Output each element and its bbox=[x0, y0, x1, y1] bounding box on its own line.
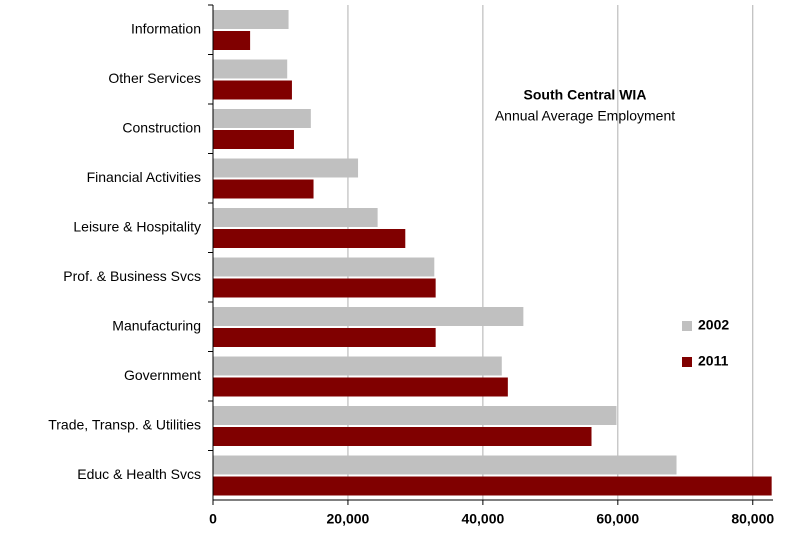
bar bbox=[213, 31, 251, 50]
y-tick-label: Prof. & Business Svcs bbox=[63, 268, 201, 284]
bar bbox=[213, 80, 292, 100]
bar bbox=[213, 10, 289, 29]
legend-label: 2011 bbox=[698, 353, 729, 369]
y-tick-label: Trade, Transp. & Utilities bbox=[48, 416, 201, 432]
bar bbox=[213, 257, 435, 277]
y-tick-label: Educ & Health Svcs bbox=[77, 466, 201, 482]
bar bbox=[213, 307, 524, 326]
bar bbox=[213, 406, 617, 425]
y-tick-label: Information bbox=[131, 20, 201, 36]
bar bbox=[213, 130, 294, 149]
annotation-title: South Central WIA bbox=[524, 87, 647, 103]
bar bbox=[213, 476, 772, 496]
x-tick-label: 40,000 bbox=[461, 511, 504, 527]
legend-label: 2002 bbox=[698, 317, 729, 333]
bar bbox=[213, 328, 436, 347]
annotation-subtitle: Annual Average Employment bbox=[495, 108, 675, 124]
y-tick-label: Leisure & Hospitality bbox=[73, 218, 201, 234]
bar bbox=[213, 427, 592, 446]
legend-swatch bbox=[682, 357, 692, 367]
x-tick-label: 0 bbox=[209, 511, 217, 527]
bar bbox=[213, 377, 508, 397]
y-tick-label: Construction bbox=[122, 119, 201, 135]
y-tick-label: Manufacturing bbox=[112, 317, 201, 333]
bar bbox=[213, 109, 311, 128]
x-tick-label: 60,000 bbox=[596, 511, 639, 527]
bar bbox=[213, 59, 288, 79]
x-tick-label: 20,000 bbox=[327, 511, 370, 527]
y-tick-label: Government bbox=[124, 367, 201, 383]
bar bbox=[213, 278, 436, 298]
x-tick-label: 80,000 bbox=[731, 511, 774, 527]
bar bbox=[213, 356, 502, 376]
legend-swatch bbox=[682, 321, 692, 331]
y-tick-label: Financial Activities bbox=[87, 169, 201, 185]
y-tick-label: Other Services bbox=[108, 70, 201, 86]
bar bbox=[213, 179, 314, 199]
bar bbox=[213, 158, 359, 178]
bar bbox=[213, 229, 406, 248]
bar bbox=[213, 208, 378, 227]
bar bbox=[213, 455, 677, 475]
